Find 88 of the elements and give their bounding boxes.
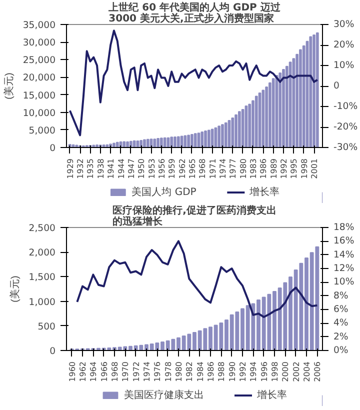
y-tick-label: 20,000	[22, 72, 56, 84]
x-tick-label: 1959	[168, 158, 177, 179]
x-tick-label: 1998	[300, 158, 309, 179]
y2-tick-label: 12%	[334, 263, 354, 274]
x-tick-label: 2004	[302, 362, 312, 382]
y2-tick-label: 2%	[334, 331, 348, 342]
x-tick-label: 1965	[188, 158, 197, 179]
y2-tick-label: 18%	[334, 222, 354, 233]
y2-tick-label: 4%	[334, 318, 348, 329]
x-tick-label: 1932	[76, 158, 86, 179]
x-tick-label: 2002	[292, 362, 301, 382]
x-tick-label: 1964	[89, 362, 98, 382]
x-tick-label: 1944	[116, 158, 126, 179]
x-tick-label: 1986	[206, 362, 216, 382]
x-tick-label: 1986	[259, 158, 268, 179]
x-tick-label: 1994	[249, 362, 258, 382]
y-tick-label: 1,000	[28, 296, 56, 308]
y-tick-label: 35,000	[22, 20, 56, 31]
x-tick-label: 1980	[174, 362, 184, 382]
legend-label: 增长率	[249, 186, 280, 199]
y-axis-title: (美元)	[2, 72, 15, 100]
x-tick-label: 1968	[110, 362, 120, 382]
y2-tick-label: 6%	[334, 304, 348, 315]
x-tick-label: 1977	[228, 158, 238, 179]
x-tick-label: 1938	[96, 158, 106, 179]
x-tick-label: 1947	[126, 158, 136, 179]
legend-label: 美国医疗健康支出	[124, 388, 204, 402]
x-tick-label: 1996	[260, 362, 269, 382]
y2-tick-label: -30%	[334, 142, 358, 153]
x-tick-label: 1988	[217, 362, 226, 382]
y2-tick-label: 14%	[334, 249, 354, 260]
y-tick-label: 1,500	[28, 272, 56, 284]
x-tick-label: 1935	[86, 158, 96, 179]
x-tick-label: 1992	[280, 158, 289, 179]
x-tick-label: 1984	[196, 362, 205, 382]
y-tick-label: 5,000	[28, 125, 56, 136]
x-tick-label: 1972	[132, 362, 141, 382]
y-axis-title: (美元)	[8, 276, 21, 302]
y2-tick-label: 16%	[334, 236, 354, 247]
y2-tick-label: -20%	[334, 122, 358, 132]
y2-tick-label: 30%	[334, 19, 354, 30]
x-tick-label: 1941	[106, 158, 116, 179]
x-tick-label: 1974	[218, 158, 228, 179]
legend-label: 美国人均 GDP	[132, 186, 196, 199]
x-tick-label: 1990	[228, 362, 237, 382]
x-tick-label: 1992	[238, 362, 248, 382]
x-tick-label: 2001	[310, 158, 320, 179]
y2-tick-label: 10%	[334, 60, 354, 71]
x-tick-label: 1982	[185, 362, 194, 382]
y-tick-label: 2,000	[28, 248, 56, 259]
x-tick-label: 1989	[269, 158, 278, 179]
y2-tick-label: -10%	[334, 101, 358, 112]
y2-tick-label: 0	[334, 80, 340, 92]
x-tick-label: 1962	[78, 362, 88, 382]
x-tick-label: 1950	[137, 158, 146, 179]
y-tick-label: 0	[50, 143, 56, 154]
text: 医疗保险的推行,促进了医药消费支出的迅猛增长	[112, 204, 276, 228]
x-tick-label: 1968	[198, 158, 208, 179]
x-tick-label: 1966	[100, 362, 109, 382]
x-tick-label: 2006	[313, 362, 322, 382]
x-tick-label: 1974	[142, 362, 152, 382]
y-tick-label: 15,000	[22, 90, 56, 102]
x-tick-label: 1971	[208, 158, 218, 179]
y-tick-label: 25,000	[22, 55, 56, 66]
y-tick-label: 30,000	[22, 38, 56, 49]
y-tick-label: 10,000	[22, 108, 56, 119]
y2-tick-label: 8%	[334, 290, 348, 302]
y-tick-label: 0	[50, 346, 56, 357]
x-tick-label: 1953	[147, 158, 156, 179]
y2-tick-label: 20%	[334, 40, 354, 50]
x-tick-label: 1998	[270, 362, 280, 382]
y-tick-label: 500	[38, 321, 56, 332]
y2-tick-label: 0%	[334, 345, 348, 356]
x-tick-label: 1962	[178, 158, 187, 179]
x-tick-label: 1976	[153, 362, 162, 382]
x-tick-label: 2000	[281, 362, 290, 382]
text: 上世纪 60 年代美国的人均 GDP 迈过 3000 美元大关,正式步入消费型国家	[108, 2, 282, 24]
x-tick-label: 1978	[164, 362, 173, 382]
legend-label: 增长率	[257, 388, 287, 402]
x-tick-label: 1970	[121, 362, 130, 382]
x-tick-label: 1995	[290, 158, 299, 179]
x-tick-label: 1983	[248, 158, 258, 179]
y-tick-label: 2,500	[28, 223, 56, 234]
x-tick-label: 1980	[238, 158, 248, 179]
x-tick-label: 1929	[66, 158, 75, 179]
x-tick-label: 1960	[68, 362, 77, 382]
y2-tick-label: 10%	[334, 276, 354, 288]
x-tick-label: 1956	[157, 158, 166, 179]
